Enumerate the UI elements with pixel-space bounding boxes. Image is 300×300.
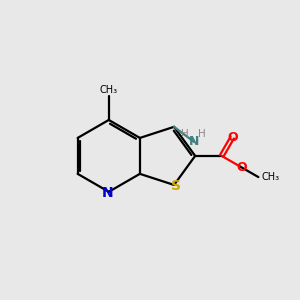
Text: CH₃: CH₃: [100, 85, 118, 95]
Text: N: N: [101, 186, 113, 200]
Text: O: O: [227, 131, 238, 144]
Text: S: S: [170, 178, 181, 193]
Text: H: H: [181, 129, 189, 139]
Text: CH₃: CH₃: [261, 172, 280, 182]
Text: O: O: [236, 160, 247, 174]
Text: H: H: [198, 129, 206, 139]
Text: N: N: [189, 135, 199, 148]
